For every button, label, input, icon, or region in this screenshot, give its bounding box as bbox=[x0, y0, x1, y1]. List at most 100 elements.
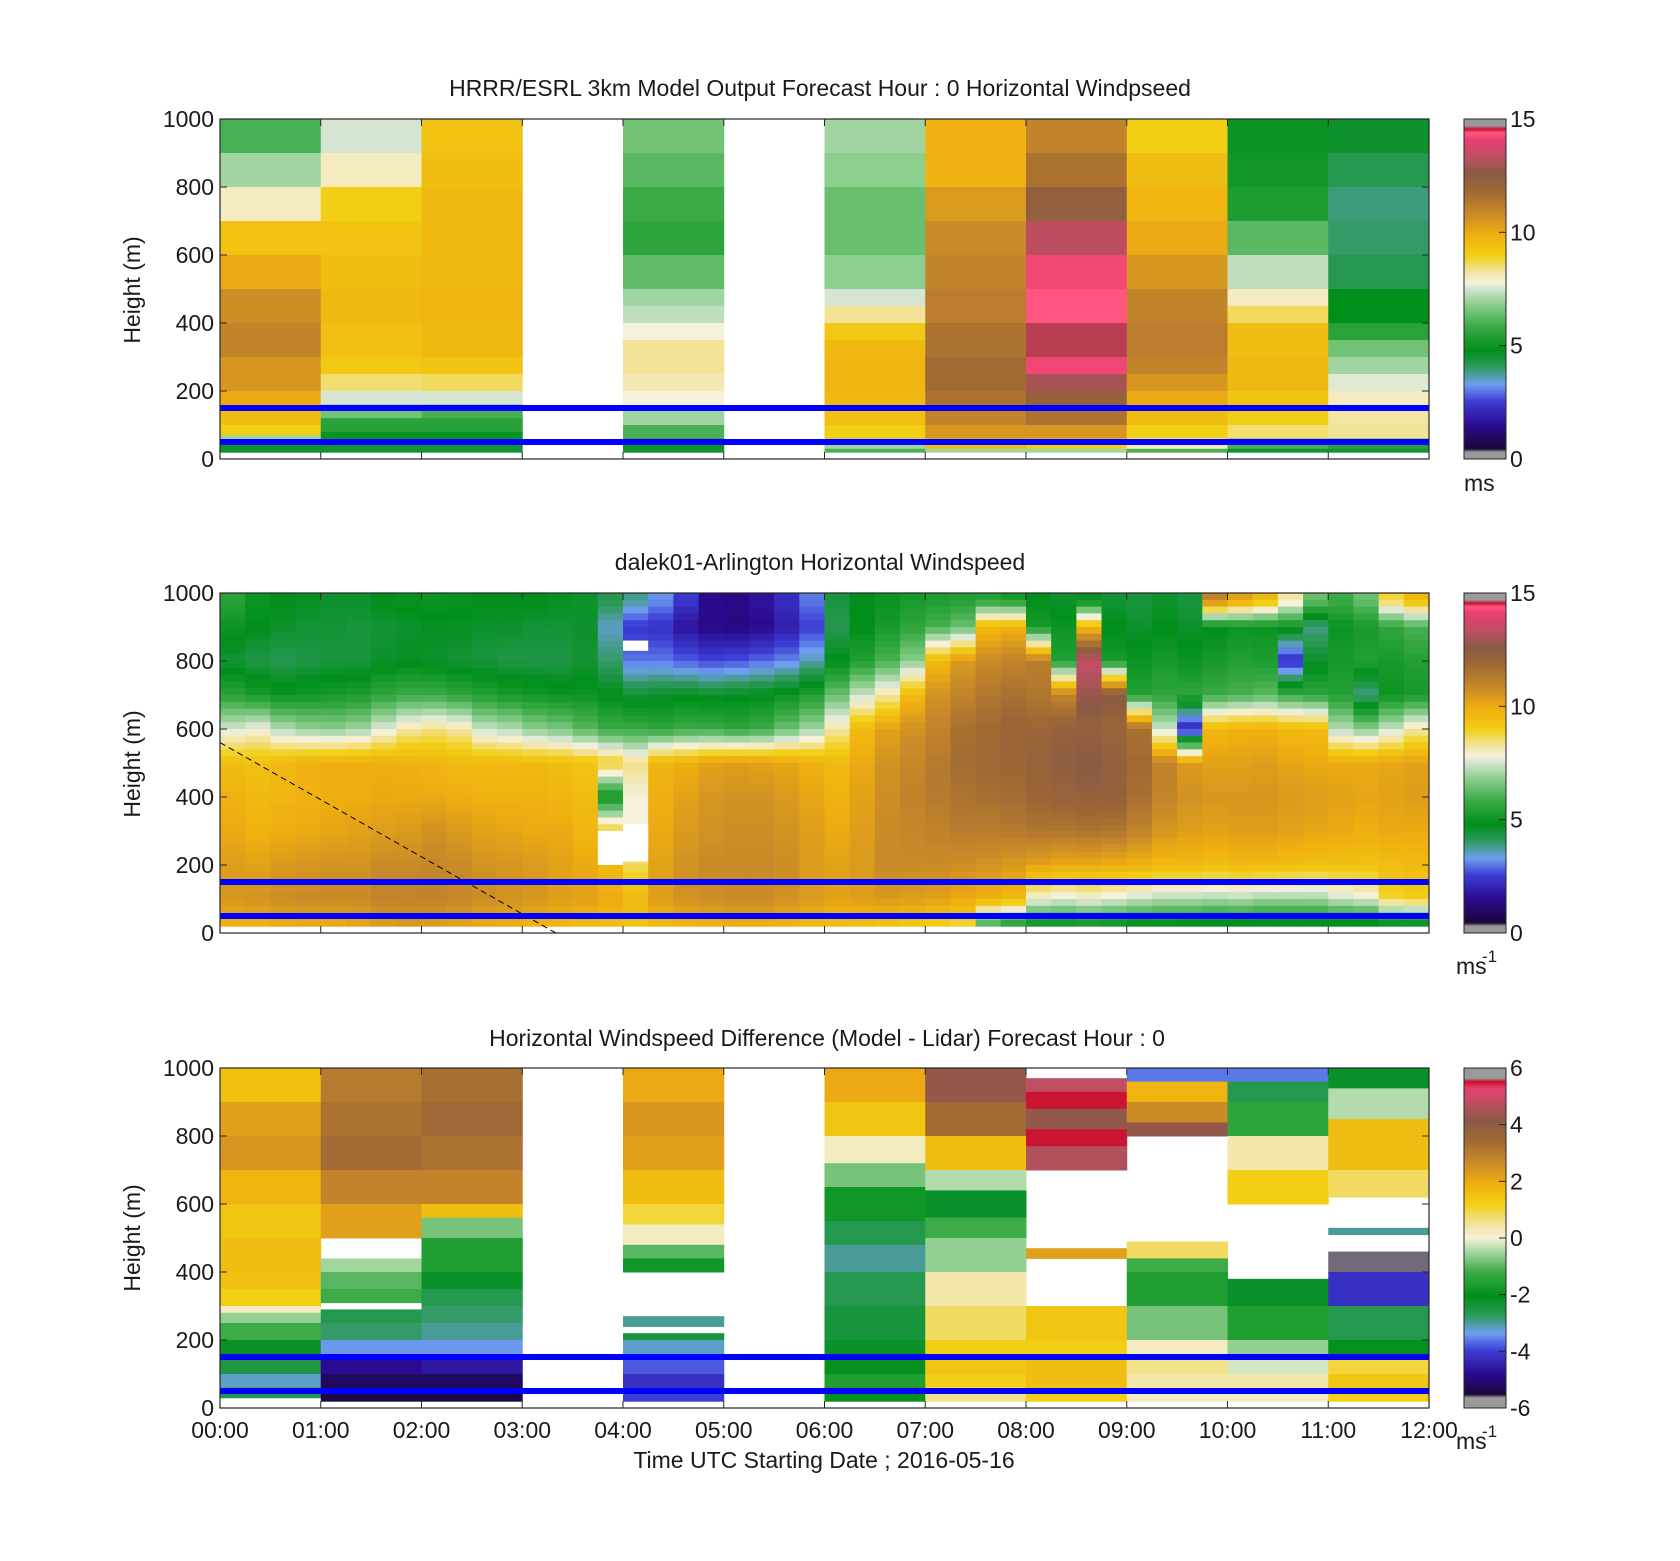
heatmap-cell bbox=[975, 783, 1002, 791]
heatmap-cell bbox=[471, 763, 498, 771]
heatmap-cell bbox=[295, 769, 322, 778]
heatmap-cell bbox=[1303, 769, 1329, 778]
heatmap-cell bbox=[1076, 688, 1103, 696]
heatmap-cell bbox=[245, 769, 271, 778]
heatmap-cell bbox=[1328, 357, 1429, 375]
heatmap-cell bbox=[900, 701, 926, 710]
heatmap-cell bbox=[421, 374, 523, 392]
heatmap-cell bbox=[245, 858, 271, 866]
heatmap-cell bbox=[1328, 769, 1354, 778]
heatmap-cell bbox=[572, 674, 599, 682]
heatmap-cell bbox=[1076, 729, 1103, 737]
heatmap-cell bbox=[799, 640, 825, 648]
heatmap-cell bbox=[673, 674, 700, 682]
heatmap-cell bbox=[1076, 742, 1103, 750]
heatmap-cell bbox=[270, 722, 297, 730]
heatmap-cell bbox=[874, 763, 901, 771]
heatmap-cell bbox=[874, 674, 901, 682]
heatmap-cell bbox=[497, 749, 523, 757]
heatmap-cell bbox=[1126, 1081, 1228, 1103]
heatmap-cell bbox=[345, 810, 372, 818]
heatmap-cell bbox=[975, 640, 1002, 648]
heatmap-cell bbox=[900, 695, 926, 703]
heatmap-cell bbox=[1277, 742, 1304, 750]
heatmap-cell bbox=[572, 695, 599, 703]
heatmap-cell bbox=[849, 892, 876, 900]
heatmap-cell bbox=[421, 627, 448, 635]
heatmap-cell bbox=[874, 851, 901, 859]
heatmap-cell bbox=[497, 735, 523, 744]
heatmap-cell bbox=[1026, 892, 1052, 900]
heatmap-cell bbox=[1378, 674, 1405, 682]
heatmap-cell bbox=[824, 1340, 926, 1358]
heatmap-cell bbox=[698, 790, 725, 798]
heatmap-cell bbox=[220, 824, 246, 832]
heatmap-cell bbox=[421, 221, 523, 256]
heatmap-cell bbox=[1328, 374, 1429, 392]
heatmap-cell bbox=[597, 722, 624, 730]
colorbar-tick-label: 4 bbox=[1510, 1112, 1523, 1138]
heatmap-cell bbox=[623, 374, 725, 392]
heatmap-cell bbox=[975, 701, 1002, 710]
heatmap-cell bbox=[824, 187, 926, 222]
heatmap-cell bbox=[648, 647, 674, 655]
heatmap-cell bbox=[673, 899, 700, 907]
heatmap-cell bbox=[471, 783, 498, 791]
heatmap-cell bbox=[1000, 742, 1027, 750]
heatmap-cell bbox=[547, 831, 574, 839]
heatmap-cell bbox=[1126, 701, 1153, 710]
heatmap-cell bbox=[723, 715, 750, 723]
heatmap-cell bbox=[698, 613, 725, 621]
heatmap-cell bbox=[1026, 701, 1052, 710]
heatmap-cell bbox=[975, 667, 1002, 676]
heatmap-cell bbox=[1227, 905, 1254, 914]
heatmap-cell bbox=[849, 674, 876, 682]
heatmap-cell bbox=[1227, 769, 1254, 778]
heatmap-cell bbox=[1026, 187, 1128, 222]
heatmap-cell bbox=[1126, 323, 1228, 358]
heatmap-cell bbox=[295, 844, 322, 852]
heatmap-cell bbox=[849, 865, 876, 873]
heatmap-cell bbox=[572, 708, 599, 716]
heatmap-cell bbox=[421, 810, 448, 818]
heatmap-cell bbox=[497, 865, 523, 873]
heatmap-cell bbox=[925, 722, 951, 730]
model-colorbar-unit: ms bbox=[1464, 470, 1495, 496]
heatmap-cell bbox=[1177, 797, 1203, 805]
heatmap-cell bbox=[824, 1374, 926, 1389]
heatmap-cell bbox=[220, 255, 322, 290]
heatmap-cell bbox=[1328, 735, 1354, 744]
heatmap-cell bbox=[1000, 892, 1027, 900]
heatmap-cell bbox=[748, 688, 775, 696]
heatmap-cell bbox=[1051, 640, 1077, 648]
heatmap-cell bbox=[849, 885, 876, 893]
heatmap-cell bbox=[1026, 729, 1052, 737]
heatmap-cell bbox=[371, 810, 397, 818]
heatmap-cell bbox=[1177, 865, 1203, 873]
heatmap-cell bbox=[648, 885, 674, 893]
heatmap-cell bbox=[748, 620, 775, 628]
heatmap-cell bbox=[774, 640, 800, 648]
heatmap-cell bbox=[345, 674, 372, 682]
heatmap-cell bbox=[1202, 885, 1228, 893]
heatmap-cell bbox=[799, 701, 825, 710]
heatmap-cell bbox=[1403, 837, 1429, 846]
heatmap-cell bbox=[1328, 688, 1354, 696]
heatmap-cell bbox=[774, 865, 800, 873]
heatmap-cell bbox=[1378, 817, 1405, 825]
heatmap-cell bbox=[1277, 620, 1304, 628]
heatmap-cell bbox=[522, 661, 548, 669]
heatmap-cell bbox=[597, 627, 624, 635]
heatmap-cell bbox=[1051, 606, 1077, 614]
heatmap-cell bbox=[1252, 647, 1279, 655]
heatmap-cell bbox=[925, 831, 951, 839]
heatmap-cell bbox=[1202, 919, 1228, 927]
heatmap-cell bbox=[849, 681, 876, 689]
heatmap-cell bbox=[874, 899, 901, 907]
heatmap-cell bbox=[295, 790, 322, 798]
heatmap-cell bbox=[446, 722, 473, 730]
heatmap-cell bbox=[799, 803, 825, 812]
heatmap-cell bbox=[220, 892, 246, 900]
heatmap-cell bbox=[1403, 742, 1429, 750]
heatmap-cell bbox=[471, 797, 498, 805]
